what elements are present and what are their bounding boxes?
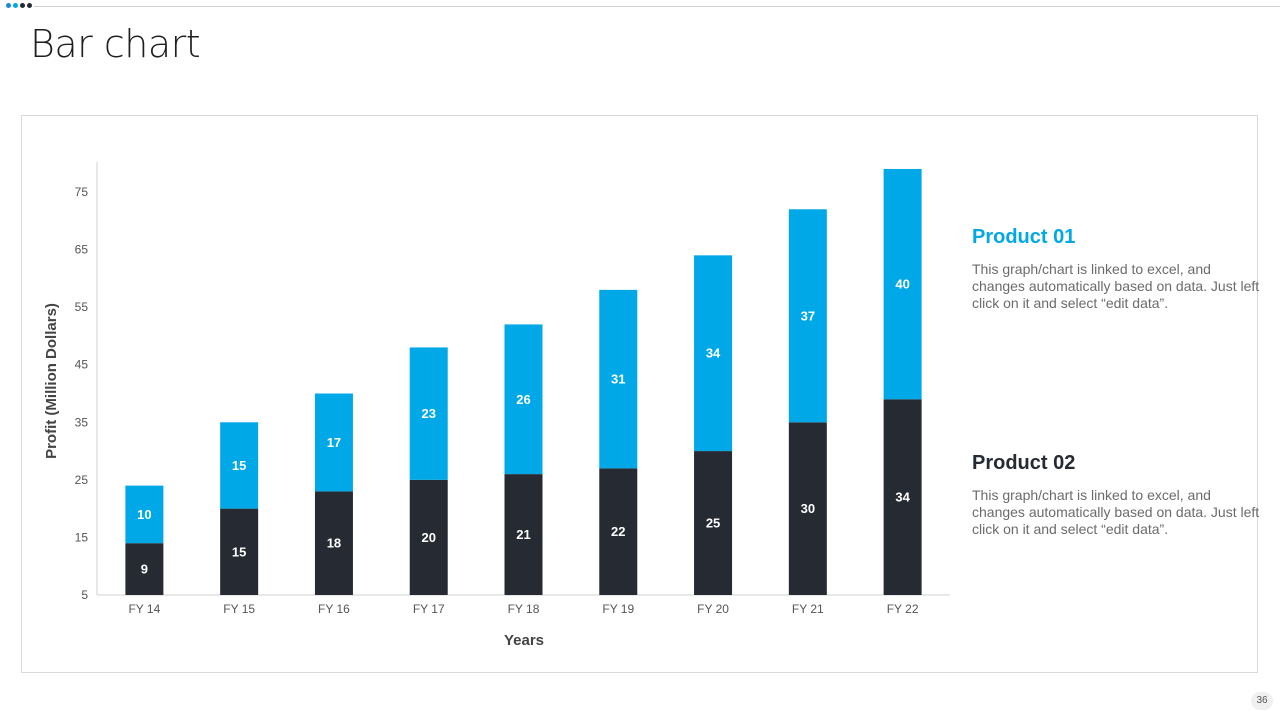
legend-title-product-01: Product 01 (972, 226, 1076, 248)
legend-product-01: Product 01 This graph/chart is linked to… (972, 226, 1262, 312)
bar-product-02 (883, 399, 922, 595)
data-label-product-01: 26 (516, 392, 530, 407)
y-tick-label: 75 (75, 185, 89, 199)
bar-product-01 (694, 255, 733, 452)
bar-product-01 (125, 485, 164, 544)
data-label-product-01: 23 (421, 406, 435, 421)
bar-product-01 (599, 289, 638, 469)
bar-product-01 (314, 393, 353, 492)
bar-product-01 (883, 168, 922, 400)
data-label-product-01: 10 (137, 507, 151, 522)
bar-product-01 (220, 422, 259, 509)
bar-product-02 (504, 474, 543, 595)
bar-product-01 (504, 324, 543, 475)
data-label-product-02: 25 (706, 516, 720, 531)
data-label-product-02: 34 (895, 490, 910, 505)
y-tick-label: 15 (75, 530, 89, 544)
y-tick-label: 65 (75, 243, 89, 257)
data-label-product-01: 40 (895, 277, 909, 292)
x-tick-label: FY 21 (792, 602, 824, 616)
legend-product-02: Product 02 This graph/chart is linked to… (972, 452, 1262, 538)
x-axis-title: Years (504, 632, 544, 649)
bar-product-02 (409, 479, 448, 595)
legend-description-product-02: This graph/chart is linked to excel, and… (972, 487, 1260, 537)
data-label-product-01: 37 (801, 308, 815, 323)
x-tick-label: FY 18 (508, 602, 540, 616)
x-tick-label: FY 20 (697, 602, 729, 616)
ornament-dot (13, 3, 18, 8)
x-tick-label: FY 19 (602, 602, 634, 616)
page-number: 36 (1251, 692, 1273, 710)
ornament-dot (20, 3, 25, 8)
y-tick-label: 25 (75, 473, 89, 487)
data-label-product-01: 34 (706, 346, 721, 361)
data-label-product-02: 9 (141, 562, 148, 577)
ornament-dot (27, 3, 32, 8)
bar-product-02 (314, 491, 353, 595)
data-label-product-01: 31 (611, 372, 625, 387)
data-label-product-02: 30 (801, 501, 815, 516)
y-tick-label: 45 (75, 358, 89, 372)
y-axis-title: Profit (Million Dollars) (43, 303, 60, 459)
bar-product-02 (599, 468, 638, 595)
x-tick-label: FY 15 (223, 602, 255, 616)
legend-title-product-02: Product 02 (972, 452, 1076, 474)
data-label-product-02: 15 (232, 544, 246, 559)
ornament-dot (6, 3, 11, 8)
data-label-product-01: 15 (232, 458, 246, 473)
x-tick-label: FY 14 (128, 602, 160, 616)
y-tick-label: 35 (75, 415, 89, 429)
slide-title: Bar chart (30, 22, 201, 66)
data-label-product-01: 17 (327, 435, 341, 450)
data-label-product-02: 22 (611, 524, 625, 539)
chart-frame (21, 115, 1258, 673)
x-tick-label: FY 17 (413, 602, 445, 616)
bar-product-02 (220, 508, 259, 595)
bar-product-01 (409, 347, 448, 480)
data-label-product-02: 21 (516, 527, 530, 542)
data-label-product-02: 18 (327, 536, 341, 551)
x-tick-label: FY 16 (318, 602, 350, 616)
x-tick-label: FY 22 (887, 602, 919, 616)
data-label-product-02: 20 (421, 530, 435, 545)
top-divider (34, 6, 1280, 7)
legend-description-product-01: This graph/chart is linked to excel, and… (972, 261, 1260, 311)
slide-ornament-dots (6, 3, 32, 9)
y-tick-label: 5 (81, 588, 88, 602)
bar-product-02 (125, 543, 164, 595)
bar-product-02 (788, 422, 827, 595)
bar-product-02 (694, 451, 733, 595)
y-tick-label: 55 (75, 300, 89, 314)
bar-product-01 (788, 209, 827, 423)
